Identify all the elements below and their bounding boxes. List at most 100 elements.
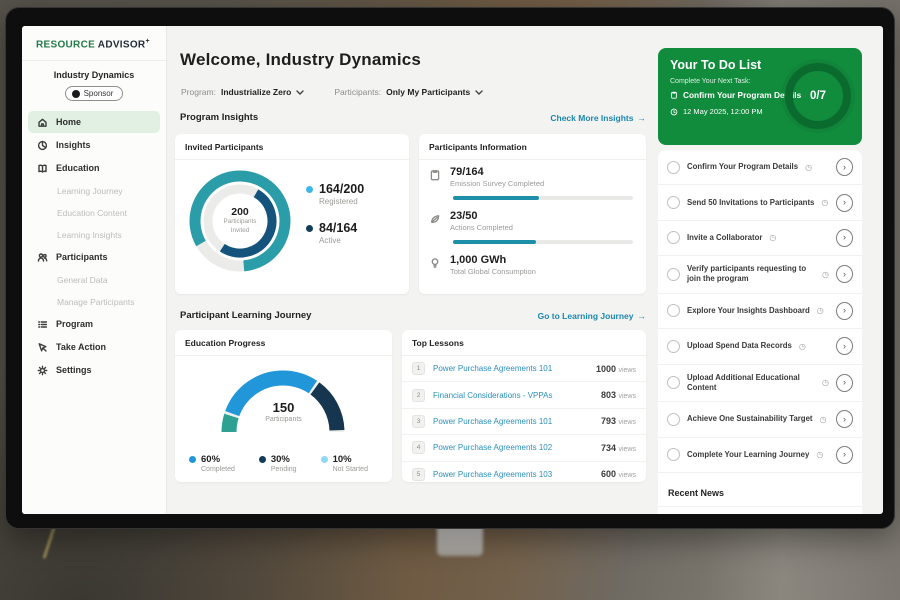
task-checkbox[interactable] <box>667 448 680 462</box>
survey-icon <box>430 170 440 181</box>
lesson-link[interactable]: Power Purchase Agreements 103 <box>433 469 553 479</box>
arrow-right-icon: → <box>637 112 647 123</box>
sidebar-item-learning-journey[interactable]: Learning Journey <box>28 180 160 201</box>
clock-icon <box>670 108 678 115</box>
task-checkbox[interactable] <box>667 376 680 390</box>
sidebar-item-learning-insights[interactable]: Learning Insights <box>28 224 160 245</box>
emission-progress-bar <box>453 196 633 200</box>
top-lessons-card: Top Lessons 1 Power Purchase Agreements … <box>402 330 646 482</box>
sidebar-item-home[interactable]: Home <box>28 111 160 134</box>
lesson-link[interactable]: Power Purchase Agreements 101 <box>433 364 553 374</box>
legend-dot <box>258 456 266 463</box>
sidebar-item-education-content[interactable]: Education Content <box>28 202 160 223</box>
task-row[interactable]: Upload Additional Educational Content ◷ … <box>658 365 862 403</box>
page-title: Welcome, Industry Dynamics <box>180 50 422 69</box>
task-row[interactable]: Send 50 Invitations to Participants ◷ › <box>658 185 862 221</box>
section-title: Participant Learning Journey <box>180 310 312 321</box>
task-clock-icon: ◷ <box>821 198 829 208</box>
task-go-button[interactable]: › <box>836 410 853 429</box>
todo-progress-value: 0/7 <box>810 90 826 102</box>
stat-actions-completed: 23/50 Actions Completed <box>429 210 513 232</box>
lesson-row: 3 Power Purchase Agreements 101 793 view… <box>402 409 646 436</box>
lesson-link[interactable]: Power Purchase Agreements 102 <box>433 443 553 453</box>
sidebar-item-general-data[interactable]: General Data <box>28 269 160 290</box>
task-checkbox[interactable] <box>667 339 680 353</box>
card-title: Recent News <box>658 478 862 507</box>
sidebar-item-participants[interactable]: Participants <box>28 246 160 268</box>
task-checkbox[interactable] <box>667 412 680 426</box>
monitor-bezel: RESOURCE ADVISOR+ Industry Dynamics Spon… <box>5 7 895 529</box>
task-go-button[interactable]: › <box>836 337 853 356</box>
task-row[interactable]: Upload Spend Data Records ◷ › <box>658 329 862 365</box>
task-clock-icon: ◷ <box>816 450 824 460</box>
todo-progress-ring: 0/7 <box>785 63 851 129</box>
sidebar-item-program[interactable]: Program <box>28 313 160 335</box>
sidebar-item-education[interactable]: Education <box>28 157 160 179</box>
task-go-button[interactable]: › <box>836 158 853 177</box>
sidebar-item-label: General Data <box>57 274 108 285</box>
card-title: Top Lessons <box>402 330 646 356</box>
insights-icon <box>37 140 48 150</box>
sidebar-item-settings[interactable]: Settings <box>28 359 160 381</box>
gauge-segment-completed <box>221 370 345 433</box>
take-action-icon <box>38 342 47 352</box>
task-go-button[interactable]: › <box>836 301 853 320</box>
program-filter-value: Industrialize Zero <box>220 87 292 97</box>
lesson-rank: 2 <box>412 388 425 402</box>
program-filter-dropdown[interactable]: Program: Industrialize Zero <box>181 87 305 97</box>
todo-due-date: 12 May 2025, 12:00 PM <box>670 107 763 116</box>
task-row[interactable]: Verify participants requesting to join t… <box>658 256 862 294</box>
sponsor-badge: Sponsor <box>64 86 124 102</box>
task-go-button[interactable]: › <box>836 445 853 464</box>
logo-primary: RESOURCE <box>36 39 96 51</box>
task-checkbox[interactable] <box>667 267 680 281</box>
lesson-link[interactable]: Financial Considerations - VPPAs <box>433 390 553 400</box>
task-row[interactable]: Complete Your Learning Journey ◷ › <box>658 438 862 473</box>
task-row[interactable]: Explore Your Insights Dashboard ◷ › <box>658 294 862 330</box>
task-go-button[interactable]: › <box>836 373 853 392</box>
settings-icon <box>37 365 48 376</box>
task-row[interactable]: Confirm Your Program Details ◷ › <box>658 150 862 186</box>
program-icon <box>38 321 48 328</box>
check-more-insights-link[interactable]: Check More Insights → <box>550 113 646 123</box>
recent-news-card: Recent News <box>658 478 862 514</box>
task-row[interactable]: Invite a Collaborator ◷ › <box>658 221 862 257</box>
task-row[interactable]: Achieve One Sustainability Target ◷ › <box>658 402 862 438</box>
task-go-button[interactable]: › <box>836 193 853 212</box>
lesson-link[interactable]: Power Purchase Agreements 101 <box>433 416 553 426</box>
task-checkbox[interactable] <box>667 160 680 174</box>
task-checkbox[interactable] <box>667 196 680 210</box>
task-checkbox[interactable] <box>667 304 680 318</box>
go-to-learning-journey-link[interactable]: Go to Learning Journey → <box>538 311 646 321</box>
lesson-rank: 4 <box>412 441 425 455</box>
task-clock-icon: ◷ <box>822 378 829 388</box>
gauge-legend: 60% Completed 30% Pending 10% Not Starte… <box>189 454 368 473</box>
donut-legend: 164/200 Registered 84/164 Active <box>306 182 364 260</box>
sidebar-item-insights[interactable]: Insights <box>28 134 160 156</box>
chevron-down-icon <box>296 87 305 97</box>
participants-filter-value: Only My Participants <box>386 87 471 97</box>
invited-total: 200 <box>231 206 249 219</box>
sponsor-badge-label: Sponsor <box>83 89 114 99</box>
task-clock-icon: ◷ <box>819 414 827 424</box>
participants-filter-dropdown[interactable]: Participants: Only My Participants <box>334 87 483 97</box>
logo-secondary: ADVISOR <box>97 39 146 51</box>
task-go-button[interactable]: › <box>836 265 853 284</box>
lesson-rank: 1 <box>412 362 425 376</box>
todo-title: Your To Do List <box>670 58 762 72</box>
task-list-card: Confirm Your Program Details ◷ › Send 50… <box>658 150 862 499</box>
progress-fill <box>453 240 536 244</box>
sidebar-nav: Home Insights Education Learning Journey… <box>22 111 166 381</box>
card-title: Invited Participants <box>175 134 409 160</box>
sidebar-item-label: Settings <box>56 365 92 376</box>
task-go-button[interactable]: › <box>836 228 853 247</box>
legend-not-started: 10% Not Started <box>320 454 368 473</box>
sidebar-item-take-action[interactable]: Take Action <box>28 336 160 358</box>
resource-advisor-logo: RESOURCE ADVISOR+ <box>22 26 166 50</box>
task-clock-icon: ◷ <box>822 269 829 279</box>
logo-plus: + <box>145 38 150 45</box>
sidebar-item-manage-participants[interactable]: Manage Participants <box>28 291 160 312</box>
arrow-right-icon: → <box>637 310 647 321</box>
task-checkbox[interactable] <box>667 231 680 245</box>
sidebar-item-label: Take Action <box>56 342 107 353</box>
